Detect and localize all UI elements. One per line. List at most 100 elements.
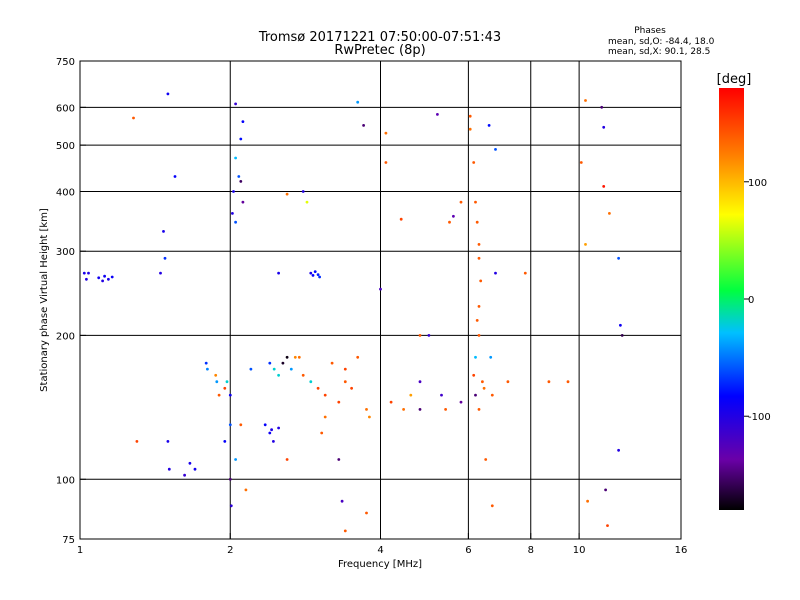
data-point xyxy=(217,393,221,397)
data-point xyxy=(343,380,347,384)
data-point xyxy=(101,279,104,283)
data-point xyxy=(356,100,360,104)
data-point xyxy=(277,373,280,377)
data-point xyxy=(584,99,587,102)
y-tick-label: 750 xyxy=(56,57,75,68)
data-point xyxy=(277,426,280,430)
data-point xyxy=(617,448,620,452)
data-point xyxy=(409,393,413,397)
data-point xyxy=(166,92,170,96)
data-point xyxy=(301,373,305,377)
data-point xyxy=(228,423,232,427)
data-point xyxy=(477,305,481,308)
colorbar xyxy=(719,88,744,510)
data-point xyxy=(474,355,477,359)
data-point xyxy=(285,192,289,196)
x-axis-label: Frequency [MHz] xyxy=(338,559,422,570)
data-point xyxy=(547,380,551,384)
data-point xyxy=(602,125,606,129)
y-axis-ticks: 75 100 200 300 400 500 600 750 xyxy=(56,57,86,546)
data-point xyxy=(316,273,320,276)
data-point xyxy=(281,361,285,365)
data-point xyxy=(444,408,447,411)
data-point xyxy=(297,355,301,359)
data-point xyxy=(231,212,234,215)
data-point xyxy=(85,277,88,281)
data-point xyxy=(159,271,162,275)
data-point xyxy=(608,212,611,215)
data-point xyxy=(566,380,570,384)
data-point xyxy=(459,200,463,204)
data-point xyxy=(263,423,267,427)
data-point xyxy=(272,440,275,443)
data-point xyxy=(82,271,86,275)
data-point xyxy=(87,271,90,275)
data-point xyxy=(135,440,139,443)
colorbar-label: [deg] xyxy=(717,72,752,87)
data-point xyxy=(277,271,280,275)
data-point xyxy=(313,270,317,273)
x-tick-label: 8 xyxy=(528,545,534,556)
data-point xyxy=(301,190,305,193)
data-point xyxy=(214,373,218,377)
data-point xyxy=(389,400,393,404)
data-point xyxy=(228,477,232,481)
data-point xyxy=(285,355,289,359)
data-point xyxy=(234,458,238,461)
data-point xyxy=(225,380,229,384)
data-point xyxy=(586,499,589,503)
data-point xyxy=(479,279,483,283)
data-point xyxy=(311,274,315,277)
data-point xyxy=(384,161,388,164)
data-point xyxy=(418,408,422,411)
data-point xyxy=(103,274,106,278)
data-point xyxy=(239,423,243,427)
data-point xyxy=(232,190,235,193)
data-point xyxy=(494,148,497,151)
data-point xyxy=(337,458,341,461)
data-point xyxy=(448,220,451,224)
data-point xyxy=(188,461,192,465)
grid-lines xyxy=(80,61,681,539)
data-point xyxy=(477,334,481,337)
data-point xyxy=(110,275,114,279)
data-point xyxy=(384,131,388,135)
data-point xyxy=(193,467,197,471)
data-point xyxy=(481,380,484,384)
data-point xyxy=(436,113,439,116)
data-point xyxy=(477,256,481,260)
data-point xyxy=(330,361,334,365)
x-axis-ticks: 1 2 4 6 8 10 16 xyxy=(77,533,688,556)
data-point xyxy=(365,408,368,411)
data-point xyxy=(468,127,472,131)
data-point xyxy=(379,287,382,291)
data-point xyxy=(418,334,422,337)
y-tick-label: 400 xyxy=(56,187,75,198)
data-point xyxy=(320,431,324,435)
data-point xyxy=(490,393,494,397)
data-point xyxy=(474,393,477,397)
data-point xyxy=(239,180,243,183)
data-point xyxy=(289,367,293,371)
x-tick-label: 4 xyxy=(377,545,383,556)
data-point xyxy=(490,504,494,508)
x-tick-label: 10 xyxy=(573,545,586,556)
data-point xyxy=(166,440,170,443)
data-point xyxy=(343,529,347,533)
data-point xyxy=(604,488,607,492)
data-point xyxy=(475,319,479,322)
data-point xyxy=(402,408,405,411)
x-tick-label: 16 xyxy=(675,545,688,556)
stats-heading: Phases xyxy=(634,26,666,36)
data-point xyxy=(270,428,273,432)
data-point xyxy=(452,214,455,218)
data-point xyxy=(239,137,243,141)
y-tick-label: 500 xyxy=(56,141,75,152)
y-axis-label: Stationary phase Virtual Height [km] xyxy=(39,208,50,392)
data-point xyxy=(223,440,227,443)
data-point xyxy=(494,271,497,275)
data-point xyxy=(619,323,622,327)
data-point xyxy=(579,161,583,164)
colorbar-tick-label: 100 xyxy=(748,178,767,189)
